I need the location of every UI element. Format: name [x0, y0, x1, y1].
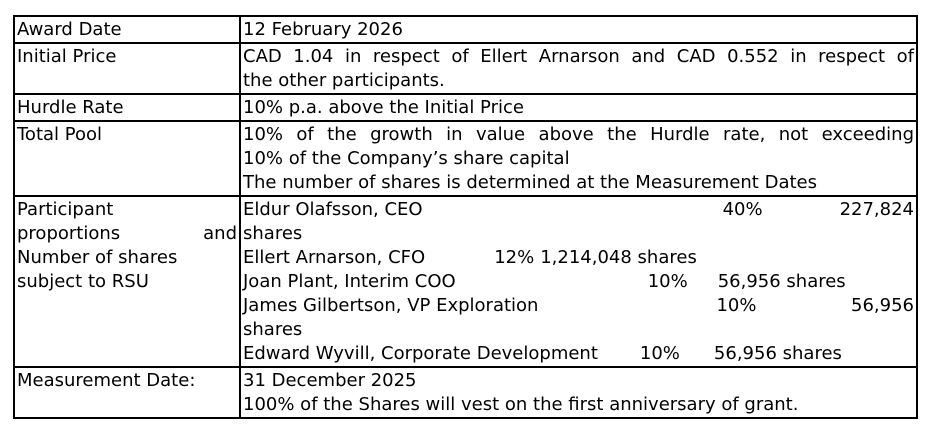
- participant-name: Ellert Arnarson, CFO: [243, 247, 426, 268]
- table-row: Total Pool 10% of the growth in value ab…: [13, 120, 918, 197]
- table-row: Participant proportions and Number of sh…: [13, 195, 918, 368]
- participant-pct: 10%: [716, 295, 757, 316]
- participant-name: Edward Wyvill, Corporate Development: [243, 343, 598, 364]
- participants-label-proportions: proportions: [17, 223, 121, 244]
- row-value-initial-price: CAD 1.04 in respect of Ellert Arnarson a…: [239, 42, 918, 95]
- row-value-award-date: 12 February 2026: [239, 15, 918, 44]
- participant-shares: 56,956 shares: [717, 271, 846, 292]
- participant-shares: 1,214,048 shares: [540, 247, 697, 268]
- initial-price-line-1: CAD 1.04 in respect of Ellert Arnarson a…: [243, 46, 914, 67]
- participant-pct: 12%: [494, 247, 535, 268]
- row-value-total-pool: 10% of the growth in value above the Hur…: [239, 120, 918, 197]
- table-row: Award Date 12 February 2026: [13, 15, 918, 44]
- total-pool-line-2: 10% of the Company’s share capital: [243, 148, 570, 169]
- participant-suffix: shares: [243, 223, 303, 244]
- initial-price-line-2: the other participants.: [243, 70, 445, 91]
- measurement-date-line-1: 31 December 2025: [243, 370, 417, 391]
- participants-label-line-1: Participant: [17, 199, 114, 220]
- participant-shares: 56,956: [851, 295, 914, 316]
- row-label-award-date: Award Date: [13, 15, 241, 44]
- row-value-measurement-date: 31 December 2025 100% of the Shares will…: [239, 366, 918, 419]
- participant-suffix: shares: [243, 319, 303, 340]
- participant-pct: 10%: [639, 343, 680, 364]
- total-pool-line-3: The number of shares is determined at th…: [243, 172, 817, 193]
- participant-name: Eldur Olafsson, CEO: [243, 199, 423, 220]
- participants-label-line-2: proportions and: [17, 222, 237, 246]
- participants-label-line-3: Number of shares: [17, 247, 178, 268]
- participant-shares: 227,824: [839, 199, 914, 220]
- row-label-hurdle-rate: Hurdle Rate: [13, 93, 241, 122]
- row-value-participants: Eldur Olafsson, CEO 40% 227,824 shares E…: [239, 195, 918, 368]
- participant-line: Edward Wyvill, Corporate Development 10%…: [243, 342, 914, 366]
- participants-label-line-4: subject to RSU: [17, 271, 149, 292]
- table-row: Initial Price CAD 1.04 in respect of Ell…: [13, 42, 918, 95]
- row-label-measurement-date: Measurement Date:: [13, 366, 241, 419]
- measurement-date-line-2: 100% of the Shares will vest on the firs…: [243, 394, 799, 415]
- row-label-initial-price: Initial Price: [13, 42, 241, 95]
- participant-line: James Gilbertson, VP Exploration 10% 56,…: [243, 294, 914, 318]
- award-terms-table: Award Date 12 February 2026 Initial Pric…: [13, 15, 918, 419]
- participant-pct: 10%: [647, 271, 688, 292]
- participants-label-and: and: [203, 223, 237, 244]
- participant-shares: 56,956 shares: [713, 343, 842, 364]
- row-value-hurdle-rate: 10% p.a. above the Initial Price: [239, 93, 918, 122]
- participant-line: Eldur Olafsson, CEO 40% 227,824: [243, 198, 914, 222]
- participant-line: Ellert Arnarson, CFO 12% 1,214,048 share…: [243, 246, 914, 270]
- total-pool-line-1: 10% of the growth in value above the Hur…: [243, 124, 914, 145]
- participant-name: Joan Plant, Interim COO: [243, 271, 456, 292]
- participant-name: James Gilbertson, VP Exploration: [243, 295, 539, 316]
- table-row: Measurement Date: 31 December 2025 100% …: [13, 366, 918, 419]
- participant-pct: 40%: [722, 199, 763, 220]
- row-label-participants: Participant proportions and Number of sh…: [13, 195, 241, 368]
- table-row: Hurdle Rate 10% p.a. above the Initial P…: [13, 93, 918, 122]
- row-label-total-pool: Total Pool: [13, 120, 241, 197]
- participant-line: Joan Plant, Interim COO 10% 56,956 share…: [243, 270, 914, 294]
